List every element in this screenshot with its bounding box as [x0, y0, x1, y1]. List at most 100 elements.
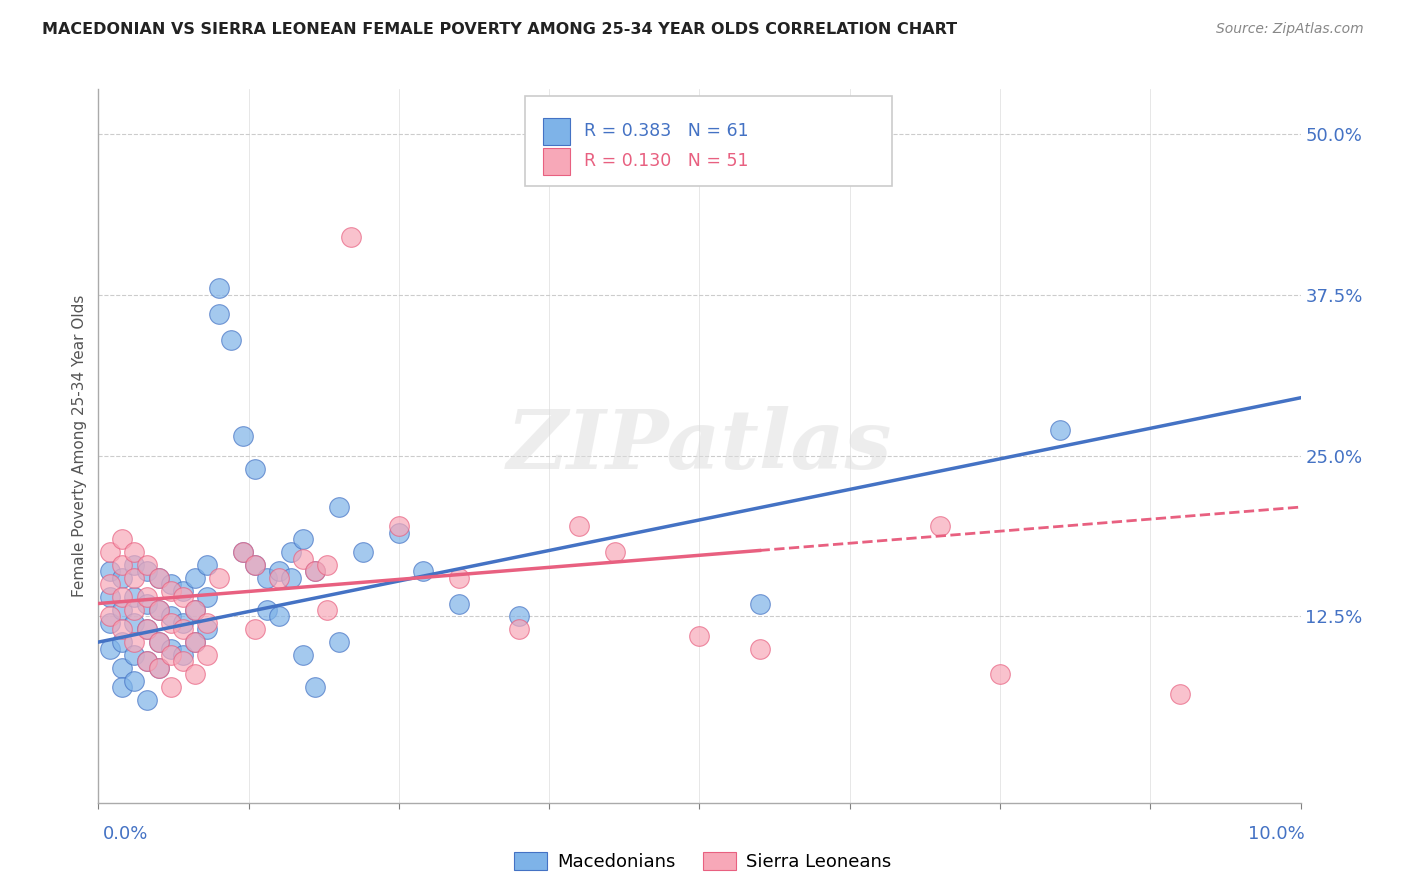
Point: [328, 635, 350, 649]
Point: [291, 551, 314, 566]
Point: [304, 680, 326, 694]
Point: [100, 641, 122, 656]
Point: [148, 661, 170, 675]
Point: [304, 565, 326, 579]
Text: 10.0%: 10.0%: [1249, 825, 1305, 843]
Point: [148, 603, 170, 617]
Point: [148, 661, 170, 675]
Point: [111, 558, 134, 572]
Text: Source: ZipAtlas.com: Source: ZipAtlas.com: [1216, 22, 1364, 37]
Point: [159, 615, 181, 630]
Point: [159, 583, 181, 598]
Point: [988, 667, 1011, 681]
Point: [219, 333, 242, 347]
Point: [267, 609, 290, 624]
Point: [111, 661, 134, 675]
Point: [232, 545, 254, 559]
Point: [148, 571, 170, 585]
Point: [124, 571, 146, 585]
Point: [388, 519, 411, 533]
Point: [159, 648, 181, 662]
Point: [111, 571, 134, 585]
Text: R = 0.130   N = 51: R = 0.130 N = 51: [583, 153, 748, 170]
Point: [159, 577, 181, 591]
Point: [124, 545, 146, 559]
Legend: Macedonians, Sierra Leoneans: Macedonians, Sierra Leoneans: [508, 845, 898, 879]
Point: [111, 622, 134, 636]
Point: [243, 558, 266, 572]
Point: [135, 590, 157, 604]
Y-axis label: Female Poverty Among 25-34 Year Olds: Female Poverty Among 25-34 Year Olds: [72, 295, 87, 597]
Point: [304, 565, 326, 579]
FancyBboxPatch shape: [543, 118, 569, 145]
Point: [172, 583, 194, 598]
Point: [148, 635, 170, 649]
Point: [159, 641, 181, 656]
Point: [111, 603, 134, 617]
Point: [124, 603, 146, 617]
FancyBboxPatch shape: [543, 148, 569, 175]
Point: [111, 635, 134, 649]
Point: [111, 533, 134, 547]
Point: [100, 615, 122, 630]
Point: [256, 571, 278, 585]
Point: [135, 597, 157, 611]
Point: [568, 519, 591, 533]
Point: [100, 609, 122, 624]
Point: [148, 635, 170, 649]
FancyBboxPatch shape: [526, 96, 891, 186]
Point: [148, 603, 170, 617]
Point: [388, 525, 411, 540]
Point: [447, 571, 470, 585]
Point: [172, 654, 194, 668]
Point: [111, 590, 134, 604]
Point: [159, 680, 181, 694]
Point: [688, 629, 710, 643]
Point: [100, 545, 122, 559]
Point: [124, 648, 146, 662]
Point: [508, 622, 530, 636]
Point: [195, 648, 218, 662]
Text: 0.0%: 0.0%: [103, 825, 148, 843]
Point: [243, 461, 266, 475]
Point: [135, 693, 157, 707]
Point: [183, 635, 205, 649]
Point: [208, 281, 231, 295]
Point: [243, 622, 266, 636]
Point: [232, 429, 254, 443]
Point: [183, 667, 205, 681]
Text: R = 0.383   N = 61: R = 0.383 N = 61: [583, 122, 749, 140]
Point: [195, 622, 218, 636]
Point: [291, 533, 314, 547]
Point: [183, 603, 205, 617]
Point: [195, 615, 218, 630]
Point: [208, 307, 231, 321]
Point: [748, 641, 770, 656]
Text: MACEDONIAN VS SIERRA LEONEAN FEMALE POVERTY AMONG 25-34 YEAR OLDS CORRELATION CH: MACEDONIAN VS SIERRA LEONEAN FEMALE POVE…: [42, 22, 957, 37]
Point: [447, 597, 470, 611]
Point: [267, 571, 290, 585]
Point: [232, 545, 254, 559]
Point: [352, 545, 374, 559]
Point: [183, 603, 205, 617]
Point: [280, 545, 302, 559]
Point: [280, 571, 302, 585]
Text: ZIPatlas: ZIPatlas: [506, 406, 893, 486]
Point: [100, 565, 122, 579]
Point: [412, 565, 434, 579]
Point: [1170, 686, 1192, 700]
Point: [135, 654, 157, 668]
Point: [1049, 423, 1071, 437]
Point: [183, 571, 205, 585]
Point: [159, 609, 181, 624]
Point: [267, 565, 290, 579]
Point: [124, 673, 146, 688]
Point: [256, 603, 278, 617]
Point: [135, 558, 157, 572]
Point: [111, 680, 134, 694]
Point: [124, 558, 146, 572]
Point: [100, 590, 122, 604]
Point: [172, 622, 194, 636]
Point: [748, 597, 770, 611]
Point: [135, 622, 157, 636]
